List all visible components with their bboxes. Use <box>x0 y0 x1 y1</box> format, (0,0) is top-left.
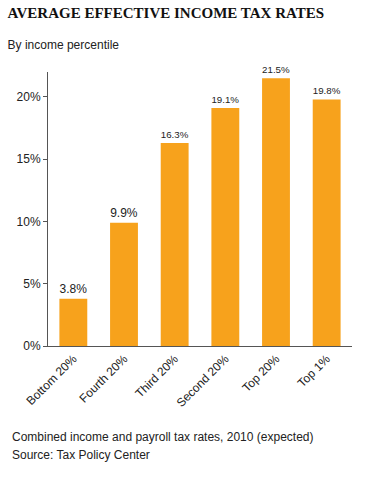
svg-text:Source: Tax Policy Center: Source: Tax Policy Center <box>12 448 150 462</box>
svg-text:20%: 20% <box>17 90 41 104</box>
svg-text:19.8%: 19.8% <box>313 85 341 96</box>
svg-text:15%: 15% <box>17 152 41 166</box>
svg-text:19.1%: 19.1% <box>211 94 239 105</box>
svg-text:AVERAGE EFFECTIVE INCOME TAX R: AVERAGE EFFECTIVE INCOME TAX RATES <box>8 5 324 21</box>
svg-text:10%: 10% <box>17 215 41 229</box>
svg-text:Top 20%: Top 20% <box>239 352 282 395</box>
svg-text:5%: 5% <box>23 277 41 291</box>
svg-text:Fourth 20%: Fourth 20% <box>77 352 131 406</box>
svg-text:0%: 0% <box>23 339 41 353</box>
svg-text:Third 20%: Third 20% <box>132 352 181 401</box>
svg-text:3.8%: 3.8% <box>59 282 87 296</box>
svg-text:Top 1%: Top 1% <box>295 352 333 390</box>
svg-text:21.5%: 21.5% <box>262 64 290 75</box>
svg-text:Combined income and payroll ta: Combined income and payroll tax rates, 2… <box>12 430 314 444</box>
svg-text:Bottom 20%: Bottom 20% <box>24 352 80 408</box>
svg-text:By income percentile: By income percentile <box>8 38 120 52</box>
svg-text:Second 20%: Second 20% <box>174 352 232 410</box>
svg-text:16.3%: 16.3% <box>161 129 189 140</box>
svg-text:9.9%: 9.9% <box>110 206 138 220</box>
